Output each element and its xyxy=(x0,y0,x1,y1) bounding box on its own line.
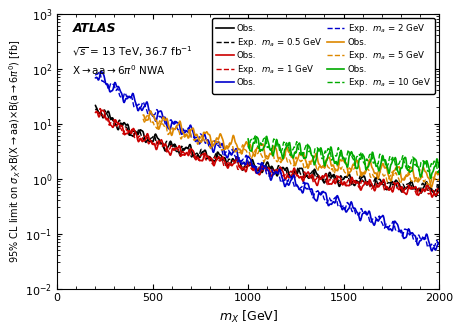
Text: ATLAS: ATLAS xyxy=(73,22,116,35)
Text: X$\rightarrow$aa$\rightarrow$6$\pi^0$ NWA: X$\rightarrow$aa$\rightarrow$6$\pi^0$ NW… xyxy=(73,63,166,77)
Legend: Obs., Exp.  $m_a$ = 0.5 GeV, Obs., Exp.  $m_a$ = 1 GeV, Obs., Exp.  $m_a$ = 2 Ge: Obs., Exp. $m_a$ = 0.5 GeV, Obs., Exp. $… xyxy=(212,18,434,94)
Text: $\sqrt{s}$ = 13 TeV, 36.7 fb$^{-1}$: $\sqrt{s}$ = 13 TeV, 36.7 fb$^{-1}$ xyxy=(73,44,193,58)
X-axis label: $m_X$ [GeV]: $m_X$ [GeV] xyxy=(218,309,277,325)
Y-axis label: 95% CL limit on $\sigma_X$$\times$B(X$\rightarrow$aa)$\times$B(a$\rightarrow$6$\: 95% CL limit on $\sigma_X$$\times$B(X$\r… xyxy=(7,40,22,263)
